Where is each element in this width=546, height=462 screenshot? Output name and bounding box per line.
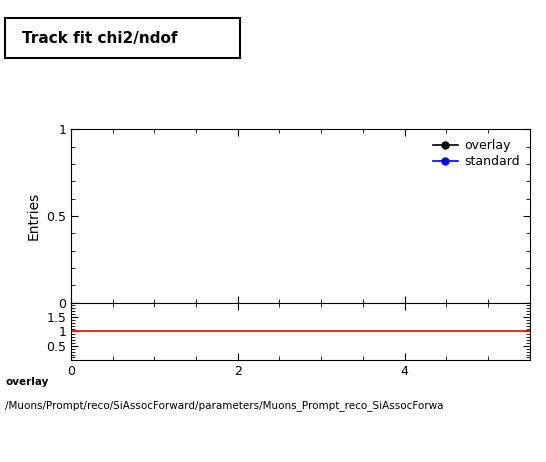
Y-axis label: Entries: Entries	[27, 192, 40, 240]
Text: overlay: overlay	[5, 377, 49, 387]
Legend: overlay, standard: overlay, standard	[429, 136, 524, 172]
Text: /Muons/Prompt/reco/SiAssocForward/parameters/Muons_Prompt_reco_SiAssocForwa: /Muons/Prompt/reco/SiAssocForward/parame…	[5, 400, 444, 411]
FancyBboxPatch shape	[5, 18, 240, 58]
Text: Track fit chi2/ndof: Track fit chi2/ndof	[22, 30, 177, 46]
